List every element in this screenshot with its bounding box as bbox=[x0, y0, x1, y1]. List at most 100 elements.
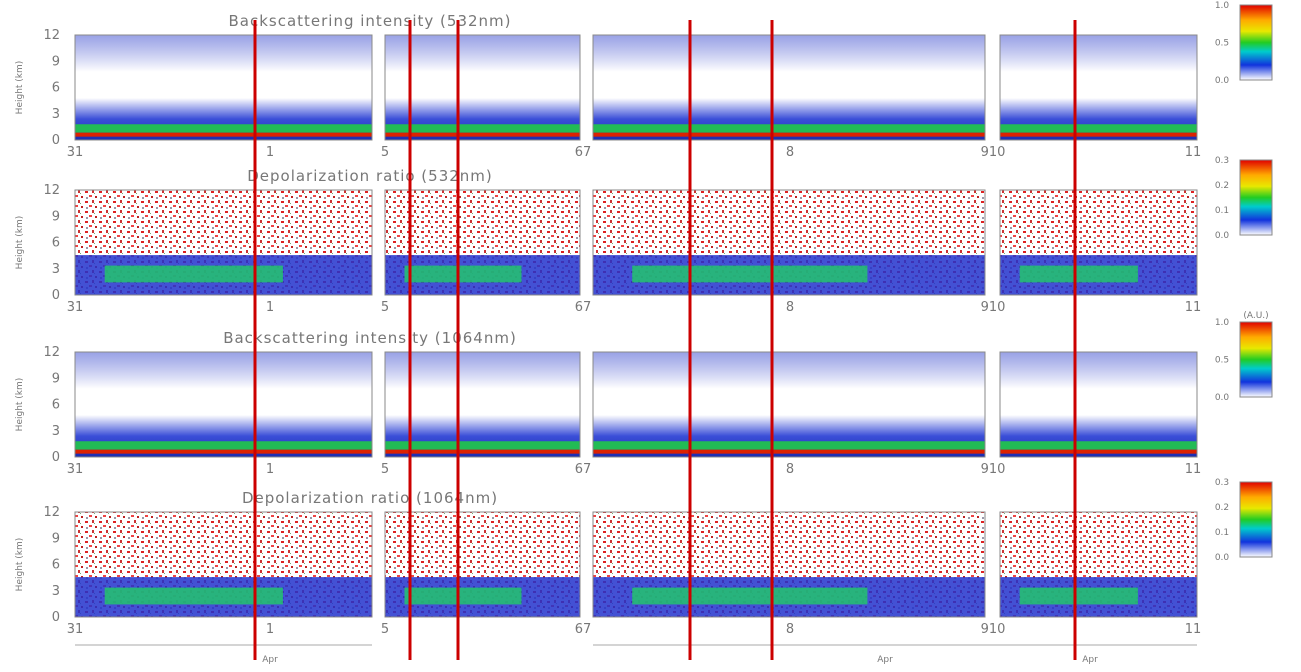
aerosol-layer bbox=[104, 265, 283, 283]
y-axis-label: Height (km) bbox=[15, 538, 25, 592]
y-axis-label: Height (km) bbox=[15, 378, 25, 432]
y-axis-label: Height (km) bbox=[15, 216, 25, 270]
colorbar bbox=[1239, 481, 1273, 558]
x-tick-label: 11 bbox=[1185, 145, 1202, 160]
plot-frame bbox=[384, 189, 581, 296]
aerosol-layer bbox=[404, 587, 522, 605]
panel-title: Depolarization ratio (1064nm) bbox=[242, 489, 498, 507]
aerosol-layer bbox=[385, 449, 580, 454]
plot-frame bbox=[592, 34, 986, 141]
colorbar-label: 0.1 bbox=[1215, 206, 1229, 216]
plot-frame bbox=[999, 511, 1198, 618]
plot-area bbox=[75, 352, 372, 457]
y-tick-label: 3 bbox=[52, 584, 60, 599]
plot-frame bbox=[74, 351, 373, 458]
x-tick-label: 910 bbox=[981, 300, 1006, 315]
plot-frame bbox=[592, 351, 986, 458]
plot-area bbox=[1000, 352, 1197, 457]
aerosol-layer bbox=[75, 124, 372, 133]
aerosol-layer bbox=[593, 441, 985, 450]
aerosol-layer bbox=[1000, 124, 1197, 133]
y-tick-label: 6 bbox=[52, 236, 60, 251]
colorbar-label: 0.0 bbox=[1215, 76, 1230, 86]
plot-frame bbox=[999, 351, 1198, 458]
x-tick-label: 1 bbox=[266, 462, 274, 477]
x-tick-label: 67 bbox=[575, 145, 592, 160]
aerosol-layer bbox=[75, 449, 372, 454]
x-tick-label: 8 bbox=[786, 300, 794, 315]
aerosol-layer bbox=[75, 132, 372, 137]
x-tick-label: 5 bbox=[381, 622, 389, 637]
aerosol-layer bbox=[404, 265, 522, 283]
colorbar-label: 0.2 bbox=[1215, 503, 1229, 513]
x-tick-label: 31 bbox=[67, 462, 84, 477]
y-tick-label: 9 bbox=[52, 209, 60, 224]
y-tick-label: 0 bbox=[52, 450, 60, 465]
panel-title: Depolarization ratio (532nm) bbox=[247, 167, 493, 185]
y-tick-label: 9 bbox=[52, 54, 60, 69]
x-tick-label: 31 bbox=[67, 145, 84, 160]
plot-frame bbox=[384, 34, 581, 141]
y-tick-label: 12 bbox=[43, 28, 60, 43]
aerosol-layer bbox=[104, 587, 283, 605]
y-tick-label: 6 bbox=[52, 558, 60, 573]
x-tick-label: 67 bbox=[575, 462, 592, 477]
y-tick-label: 3 bbox=[52, 107, 60, 122]
aerosol-layer bbox=[385, 124, 580, 133]
y-tick-label: 12 bbox=[43, 183, 60, 198]
x-tick-label: 31 bbox=[67, 300, 84, 315]
x-tick-label: 8 bbox=[786, 462, 794, 477]
y-tick-label: 0 bbox=[52, 610, 60, 625]
plot-area bbox=[385, 35, 580, 140]
x-tick-label: 11 bbox=[1185, 462, 1202, 477]
aerosol-layer bbox=[75, 441, 372, 450]
y-tick-label: 0 bbox=[52, 288, 60, 303]
aerosol-layer bbox=[1019, 265, 1138, 283]
y-tick-label: 12 bbox=[43, 505, 60, 520]
panel-title: Backscattering intensity (1064nm) bbox=[223, 329, 517, 347]
plot-frame bbox=[384, 351, 581, 458]
x-tick-label: 8 bbox=[786, 145, 794, 160]
x-tick-label: 910 bbox=[981, 462, 1006, 477]
x-tick-label: 1 bbox=[266, 300, 274, 315]
aerosol-layer bbox=[632, 265, 868, 283]
aerosol-layer bbox=[593, 132, 985, 137]
x-tick-label: 8 bbox=[786, 622, 794, 637]
x-tick-label: 67 bbox=[575, 622, 592, 637]
plot-frame bbox=[74, 34, 373, 141]
month-label: Apr bbox=[262, 655, 278, 665]
colorbar-label: 0.3 bbox=[1215, 156, 1229, 166]
y-tick-label: 12 bbox=[43, 345, 60, 360]
x-tick-label: 11 bbox=[1185, 300, 1202, 315]
plot-frame bbox=[999, 189, 1198, 296]
colorbar-label: 0.1 bbox=[1215, 528, 1229, 538]
plot-frame bbox=[592, 511, 986, 618]
month-label: Apr bbox=[877, 655, 893, 665]
aerosol-layer bbox=[385, 441, 580, 450]
plot-frame bbox=[999, 34, 1198, 141]
month-label: Apr bbox=[1082, 655, 1098, 665]
x-tick-label: 5 bbox=[381, 300, 389, 315]
colorbar-label: 1.0 bbox=[1215, 1, 1230, 11]
y-axis-label: Height (km) bbox=[15, 61, 25, 115]
x-tick-label: 1 bbox=[266, 622, 274, 637]
aerosol-layer bbox=[593, 449, 985, 454]
x-tick-label: 31 bbox=[67, 622, 84, 637]
x-tick-label: 910 bbox=[981, 145, 1006, 160]
aerosol-layer bbox=[1019, 587, 1138, 605]
x-tick-label: 11 bbox=[1185, 622, 1202, 637]
aerosol-layer bbox=[1000, 132, 1197, 137]
plot-frame bbox=[74, 189, 373, 296]
panel-title: Backscattering intensity (532nm) bbox=[228, 12, 511, 30]
x-tick-label: 67 bbox=[575, 300, 592, 315]
x-tick-label: 5 bbox=[381, 462, 389, 477]
y-tick-label: 0 bbox=[52, 133, 60, 148]
y-tick-label: 3 bbox=[52, 262, 60, 277]
plot-area bbox=[593, 35, 985, 140]
y-tick-label: 6 bbox=[52, 81, 60, 96]
y-tick-label: 6 bbox=[52, 398, 60, 413]
colorbar-label: 0.5 bbox=[1215, 356, 1229, 366]
colorbar bbox=[1239, 159, 1273, 236]
colorbar-label: 0.3 bbox=[1215, 478, 1229, 488]
